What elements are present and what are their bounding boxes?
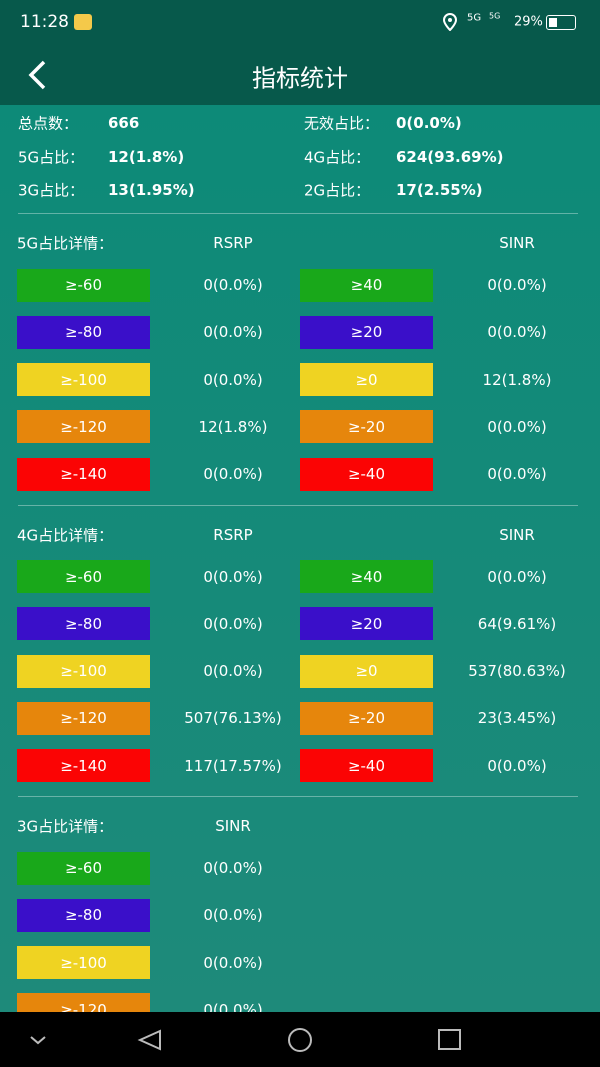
threshold-label: ≥-40 — [300, 457, 433, 491]
hide-button[interactable] — [30, 1036, 46, 1045]
threshold-value: 0(0.0%) — [487, 417, 547, 436]
threshold-label: ≥-120 — [17, 993, 150, 1012]
threshold-label: ≥-120 — [17, 410, 150, 444]
threshold-value: 507(76.13%) — [184, 709, 282, 728]
column-header: SINR — [215, 817, 251, 835]
back-button[interactable] — [24, 59, 54, 91]
app-icon — [74, 14, 92, 30]
threshold-label: ≥-100 — [17, 654, 150, 688]
column-header: SINR — [499, 234, 535, 252]
threshold-value: 0(0.0%) — [487, 465, 547, 484]
threshold-value: 12(1.8%) — [482, 370, 552, 389]
clock: 11:28 — [20, 12, 69, 32]
threshold-label: ≥-60 — [17, 851, 150, 885]
battery-icon — [546, 15, 576, 30]
network: 5G — [467, 12, 482, 24]
location-icon — [442, 13, 458, 31]
threshold-value: 0(0.0%) — [203, 859, 263, 877]
threshold-label: ≥-100 — [17, 946, 150, 980]
column-header: RSRP — [213, 525, 253, 544]
threshold-value: 64(9.61%) — [477, 614, 557, 633]
back-nav[interactable] — [137, 1029, 161, 1051]
threshold-value: 0(0.0%) — [203, 370, 263, 389]
summary-label: 2G占比： — [304, 181, 371, 200]
summary-value: 12(1.8%) — [108, 147, 185, 166]
section-title: 3G占比详情： — [17, 817, 114, 836]
threshold-label: ≥40 — [300, 268, 433, 302]
threshold-value: 0(0.0%) — [203, 276, 263, 294]
divider — [18, 213, 578, 214]
nav-icons — [30, 1028, 461, 1052]
app-bar: 指标统计 — [0, 45, 600, 105]
threshold-value: 0(0.0%) — [203, 953, 263, 972]
threshold-value: 117(17.57%) — [184, 756, 282, 775]
threshold-value: 0(0.0%) — [487, 567, 547, 586]
threshold-value: 0(0.0%) — [487, 756, 547, 775]
threshold-value: 0(0.0%) — [203, 662, 263, 681]
threshold-label: ≥-20 — [300, 701, 433, 735]
threshold-label: ≥-80 — [17, 607, 150, 641]
home-nav[interactable] — [288, 1028, 312, 1052]
column-header: SINR — [499, 525, 535, 544]
threshold-label: ≥-20 — [300, 410, 433, 444]
summary-label: 无效占比： — [304, 114, 380, 133]
threshold-value: 0(0.0%) — [203, 465, 263, 484]
threshold-label: ≥-60 — [17, 268, 150, 302]
threshold-label: ≥-120 — [17, 701, 150, 735]
threshold-value: 0(0.0%) — [203, 1000, 263, 1012]
section-title: 5G占比详情： — [17, 234, 114, 253]
threshold-label: ≥20 — [300, 315, 433, 349]
threshold-label: ≥20 — [300, 607, 433, 641]
section-title: 4G占比详情： — [17, 526, 114, 544]
threshold-value: 12(1.8%) — [198, 417, 268, 436]
summary-label: 3G占比： — [18, 181, 85, 200]
divider — [18, 796, 578, 797]
summary-value: 13(1.95%) — [108, 181, 195, 199]
threshold-label: ≥-140 — [17, 749, 150, 783]
threshold-label: ≥0 — [300, 654, 433, 688]
network: 5G — [489, 11, 501, 21]
threshold-label: ≥-80 — [17, 898, 150, 932]
divider — [18, 504, 578, 506]
status-bar: 11:28 5G 5G 29% — [0, 0, 600, 45]
summary-value: 624(93.69%) — [396, 147, 504, 166]
threshold-value: 537(80.63%) — [468, 662, 566, 681]
page-title: 指标统计 — [252, 64, 348, 93]
battery-text: 29% — [514, 14, 543, 30]
threshold-label: ≥-140 — [17, 457, 150, 491]
threshold-value: 0(0.0%) — [203, 906, 263, 925]
summary-value: 666 — [108, 114, 140, 132]
threshold-value: 0(0.0%) — [487, 323, 547, 342]
summary-label: 4G占比： — [304, 148, 371, 166]
threshold-label: ≥40 — [300, 560, 433, 593]
threshold-label: ≥-60 — [17, 560, 150, 593]
content: 总点数： 666 无效占比： 0(0.0%) 5G占比： 12(1.8%) 4G占比： 624… — [0, 105, 600, 1012]
recent-nav[interactable] — [438, 1029, 461, 1050]
threshold-label: ≥0 — [300, 363, 433, 397]
threshold-label: ≥-80 — [17, 315, 150, 349]
threshold-value: 0(0.0%) — [203, 614, 263, 633]
threshold-label: ≥-100 — [17, 363, 150, 397]
summary-label: 5G占比： — [18, 148, 85, 166]
threshold-label: ≥-40 — [300, 749, 433, 783]
summary-value: 0(0.0%) — [396, 114, 462, 132]
summary-label: 总点数： — [18, 114, 79, 133]
threshold-value: 0(0.0%) — [487, 276, 547, 294]
threshold-value: 23(3.45%) — [477, 709, 557, 728]
nav-bar — [0, 1012, 600, 1067]
summary-value: 17(2.55%) — [396, 181, 483, 199]
threshold-value: 0(0.0%) — [203, 567, 263, 586]
column-header: RSRP — [213, 234, 253, 252]
threshold-value: 0(0.0%) — [203, 323, 263, 342]
